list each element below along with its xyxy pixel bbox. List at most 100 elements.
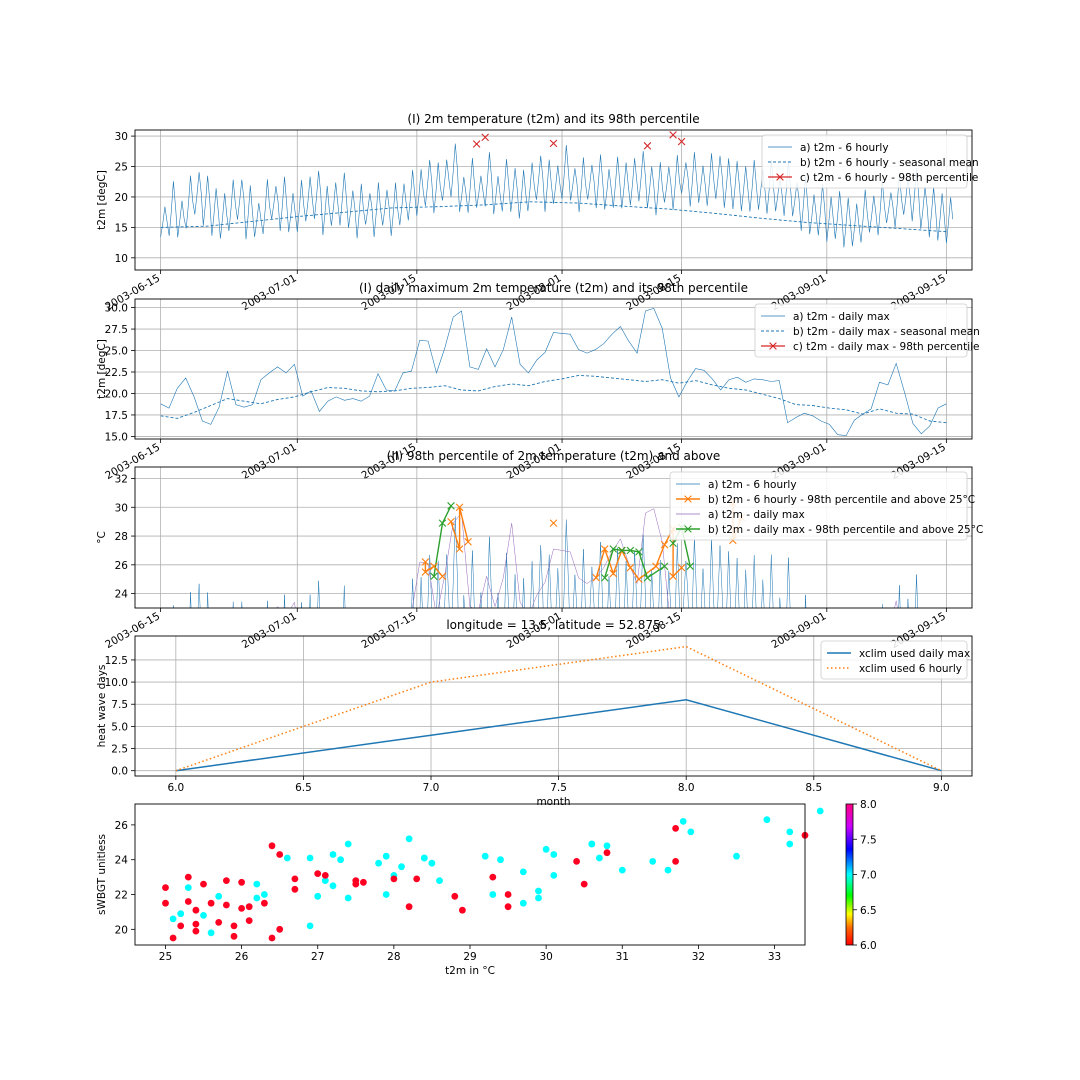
x-tick-label: 25 <box>159 951 172 963</box>
scatter-point <box>504 891 512 898</box>
above-daily-max-marker <box>600 573 609 582</box>
legend-box <box>761 134 968 189</box>
y-axis-label: sWBGT unitless <box>96 834 108 915</box>
chart-panel-percentile-above: 24 26 28 30 32 2003-06-15 2003-07-01 2003-07-15… <box>96 449 983 651</box>
y-tick-label: 10.0 <box>105 677 128 689</box>
legend-marker <box>684 525 692 533</box>
series-line <box>175 699 942 772</box>
axes-frame-4 <box>134 803 806 946</box>
scatter-point <box>177 910 185 918</box>
y-tick-label: 22 <box>115 890 128 902</box>
y-tick-label: 30 <box>115 502 128 514</box>
scatter-point <box>314 870 322 877</box>
scatter-point <box>177 922 185 930</box>
above-daily-max-marker <box>643 573 652 582</box>
above-6hourly-marker <box>626 563 635 572</box>
above-6hourly-marker <box>455 503 464 512</box>
scatter-point <box>816 807 824 815</box>
scatter-point <box>497 856 504 864</box>
y-tick-label: 12.5 <box>105 655 128 667</box>
scatter-point <box>687 828 695 836</box>
above-6hourly-marker <box>677 563 686 572</box>
x-tick-label: 9.0 <box>933 782 950 794</box>
above-daily-max-marker <box>618 546 626 555</box>
y-tick-label: 17.5 <box>105 410 128 422</box>
above-daily-max-marker <box>660 562 669 571</box>
scatter-point <box>535 894 542 902</box>
scatter-point <box>542 845 550 853</box>
scatter-point <box>504 903 512 911</box>
scatter-point <box>489 891 497 898</box>
above-daily-max-marker <box>609 545 618 553</box>
scatter-point <box>276 851 284 858</box>
legend-label: c) t2m - 6 hourly - 98th percentile <box>800 172 978 184</box>
chart-panel-scatter: 20 22 24 26 25 26 27 28 29 30 31 32 33 sWBGT unitless… <box>96 799 877 977</box>
above-6hourly-marker <box>600 545 609 553</box>
above-6hourly-marker <box>447 517 455 526</box>
scatter-point <box>337 856 344 864</box>
scatter-point <box>261 899 268 907</box>
scatter-point <box>405 903 413 911</box>
legend-label: a) t2m - daily max <box>793 311 890 323</box>
series-line-seasonal-mean <box>160 374 947 424</box>
scatter-point <box>200 912 207 919</box>
above-daily-max-marker <box>669 539 677 548</box>
scatter-point <box>321 872 329 879</box>
series-line-6hourly <box>160 143 954 248</box>
y-tick-label: 2.5 <box>111 744 128 756</box>
x-tick-label: 2003-06-15 <box>103 610 162 651</box>
scatter-point <box>184 898 192 905</box>
scatter-point <box>451 892 459 900</box>
scatter-point <box>238 905 246 912</box>
scatter-point <box>253 880 261 888</box>
percentile-marker <box>677 137 686 146</box>
scatter-point <box>245 903 253 911</box>
y-tick-label: 5.0 <box>111 721 128 733</box>
scatter-point <box>420 854 428 862</box>
above-6hourly-marker <box>421 568 430 576</box>
scatter-point <box>192 920 200 928</box>
series-line-daily-max <box>160 308 947 436</box>
scatter-point <box>230 932 238 940</box>
legend-label: b) t2m - 6 hourly - seasonal mean <box>800 157 979 169</box>
percentile-marker <box>472 140 481 148</box>
above-6hourly-marker <box>464 538 472 546</box>
scatter-point <box>268 934 276 942</box>
scatter-point <box>238 878 246 886</box>
colorbar-tick-label: 7.0 <box>860 870 877 882</box>
scatter-point <box>352 880 360 888</box>
scatter-point <box>649 858 657 865</box>
above-daily-max-marker <box>447 502 455 510</box>
y-tick-label: 26 <box>115 560 129 572</box>
scatter-point <box>535 887 542 895</box>
scatter-point <box>207 899 215 907</box>
above-daily-max-marker <box>438 519 447 527</box>
scatter-point <box>382 852 390 860</box>
scatter-point <box>428 859 436 867</box>
legend-label: a) t2m - daily max <box>708 509 805 521</box>
colorbar-tick-label: 8.0 <box>860 799 877 811</box>
y-tick-label: 30 <box>115 131 128 143</box>
legend-box <box>820 640 968 680</box>
y-tick-label: 25.0 <box>105 346 128 358</box>
above-6hourly-marker <box>652 562 660 571</box>
scatter-point <box>245 917 253 924</box>
scatter-point <box>215 892 223 900</box>
x-tick-label: 8.5 <box>805 782 822 794</box>
chart-panel-heatwave-days: 0.0 2.5 5.0 7.5 10.0 12.5 6.0 6.5 7.0 7.5 8.0 8.5 9.… <box>96 618 973 808</box>
scatter-point <box>763 816 771 824</box>
colorbar <box>845 803 854 946</box>
colorbar-tick-label: 7.5 <box>860 834 877 846</box>
above-daily-max-marker <box>686 562 694 571</box>
x-tick-label: 27 <box>311 951 324 963</box>
chart-title: (II) 98th percentile of 2m temperature (… <box>387 449 721 463</box>
legend-marker <box>776 173 784 181</box>
scatter-point <box>603 849 611 857</box>
legend-label: xclim used 6 hourly <box>859 663 962 675</box>
above-daily-max-marker <box>626 546 635 555</box>
series-line-daily-max-above <box>433 505 452 577</box>
scatter-point <box>306 922 314 930</box>
scatter-point <box>215 919 223 926</box>
above-6hourly-marker <box>438 572 447 581</box>
y-tick-label: 25 <box>115 162 128 174</box>
